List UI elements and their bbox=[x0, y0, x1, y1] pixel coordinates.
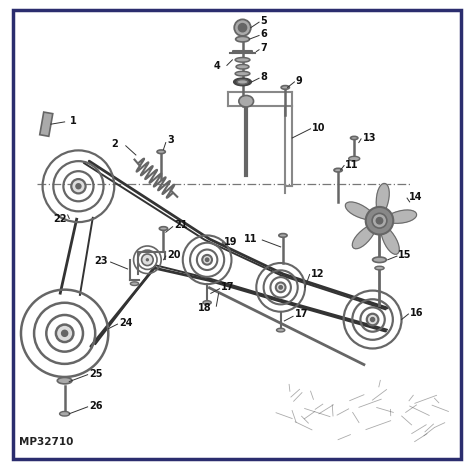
Ellipse shape bbox=[236, 64, 249, 69]
Text: 12: 12 bbox=[311, 269, 325, 279]
Polygon shape bbox=[387, 210, 417, 223]
Circle shape bbox=[366, 207, 393, 234]
Circle shape bbox=[367, 314, 378, 325]
Polygon shape bbox=[346, 202, 374, 220]
Text: 23: 23 bbox=[94, 256, 108, 266]
Ellipse shape bbox=[235, 71, 250, 76]
Ellipse shape bbox=[235, 58, 250, 62]
Text: 26: 26 bbox=[89, 401, 102, 411]
Ellipse shape bbox=[237, 80, 248, 84]
Text: 10: 10 bbox=[312, 123, 326, 133]
Ellipse shape bbox=[203, 301, 211, 304]
Ellipse shape bbox=[281, 85, 290, 89]
Text: 16: 16 bbox=[410, 308, 423, 318]
Bar bbox=[40, 112, 53, 136]
Circle shape bbox=[76, 184, 81, 189]
Text: 25: 25 bbox=[89, 369, 102, 379]
Ellipse shape bbox=[334, 168, 342, 172]
Text: 8: 8 bbox=[260, 72, 267, 82]
Polygon shape bbox=[380, 227, 399, 254]
Text: 5: 5 bbox=[260, 16, 267, 26]
Text: 17: 17 bbox=[294, 310, 308, 319]
Circle shape bbox=[71, 179, 86, 193]
Text: 13: 13 bbox=[363, 133, 376, 143]
Circle shape bbox=[372, 213, 387, 228]
Text: 9: 9 bbox=[296, 76, 302, 85]
Ellipse shape bbox=[60, 411, 70, 416]
Circle shape bbox=[146, 259, 148, 261]
Text: 19: 19 bbox=[224, 237, 237, 247]
Text: 11: 11 bbox=[345, 159, 358, 170]
Polygon shape bbox=[352, 224, 376, 249]
Circle shape bbox=[234, 19, 251, 36]
Text: 15: 15 bbox=[398, 250, 412, 260]
Ellipse shape bbox=[373, 257, 386, 263]
Text: 24: 24 bbox=[119, 318, 132, 328]
Ellipse shape bbox=[276, 328, 285, 332]
Text: 11: 11 bbox=[244, 234, 258, 243]
Text: 4: 4 bbox=[214, 61, 220, 71]
Ellipse shape bbox=[130, 282, 138, 286]
Circle shape bbox=[371, 318, 374, 322]
Text: 20: 20 bbox=[167, 250, 181, 260]
Polygon shape bbox=[376, 183, 389, 213]
Circle shape bbox=[376, 218, 383, 224]
Text: 7: 7 bbox=[260, 43, 267, 53]
Ellipse shape bbox=[159, 227, 168, 230]
Text: 14: 14 bbox=[409, 192, 422, 202]
Ellipse shape bbox=[236, 37, 249, 42]
Ellipse shape bbox=[157, 150, 165, 154]
Ellipse shape bbox=[279, 234, 287, 237]
Text: 17: 17 bbox=[221, 282, 235, 292]
Text: 6: 6 bbox=[260, 29, 267, 39]
Text: 1: 1 bbox=[70, 116, 77, 127]
Circle shape bbox=[279, 286, 283, 289]
Ellipse shape bbox=[234, 78, 251, 85]
Text: 2: 2 bbox=[112, 139, 118, 149]
Circle shape bbox=[202, 255, 212, 265]
Ellipse shape bbox=[351, 136, 358, 140]
Circle shape bbox=[238, 23, 246, 32]
Ellipse shape bbox=[239, 96, 254, 107]
Circle shape bbox=[56, 325, 73, 342]
Circle shape bbox=[205, 258, 209, 262]
Text: 3: 3 bbox=[167, 135, 174, 145]
Ellipse shape bbox=[349, 156, 360, 161]
Ellipse shape bbox=[57, 378, 72, 384]
Circle shape bbox=[276, 282, 285, 292]
Text: MP32710: MP32710 bbox=[18, 437, 73, 447]
Circle shape bbox=[142, 254, 153, 265]
Circle shape bbox=[62, 330, 68, 336]
Text: 21: 21 bbox=[174, 220, 188, 230]
Text: 22: 22 bbox=[54, 214, 67, 224]
Ellipse shape bbox=[375, 266, 384, 270]
Text: 18: 18 bbox=[198, 303, 212, 313]
